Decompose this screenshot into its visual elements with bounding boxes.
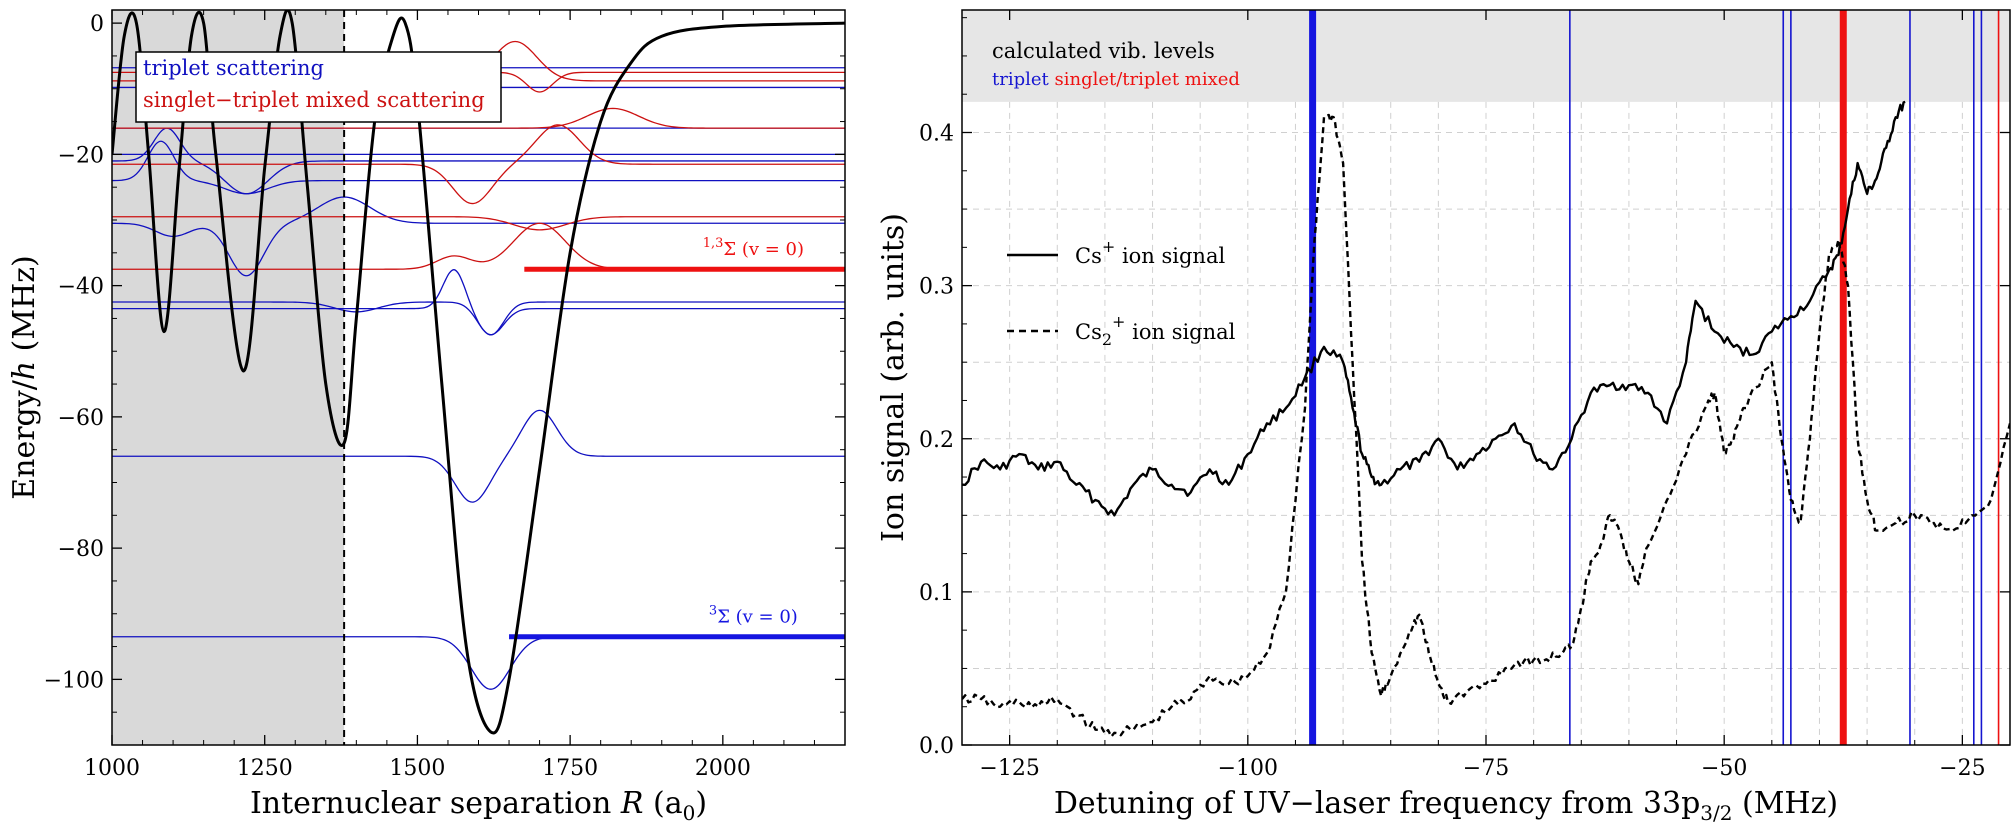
- legend-entry-text: Cs: [1075, 244, 1102, 268]
- wavefunction: [112, 301, 845, 336]
- wavefunction: [112, 196, 845, 277]
- legend-entry-sup: +: [1102, 237, 1115, 256]
- x-axis-label-sub: 3/2: [1700, 801, 1732, 825]
- x-axis-label-text: Detuning of UV−laser frequency from 33p: [1054, 786, 1700, 821]
- y-tick-label: 0: [90, 12, 104, 37]
- x-tick-label: −100: [1218, 756, 1278, 781]
- x-axis-label-unit-close: ): [695, 786, 707, 821]
- legend-entry-text: Cs: [1075, 320, 1102, 344]
- legend-box: [135, 51, 502, 123]
- left-plot: 1000 1250 1500 1750 2000 0 −20 −40 −60 −80 −100 Int…: [7, 9, 846, 825]
- right-plot-area: [962, 10, 2010, 745]
- y-axis-label-text: Energy/: [7, 379, 42, 499]
- wavefunction: [112, 107, 845, 129]
- y-axis-label-var: h: [7, 361, 42, 380]
- annotation-sup: 3: [709, 604, 717, 619]
- x-tick-label: 2000: [695, 756, 751, 781]
- y-tick-label: −40: [58, 275, 104, 300]
- annotation-main: Σ (v = 0): [717, 607, 798, 628]
- legend-entry-text: ion signal: [1115, 244, 1225, 268]
- legend-entry-sub: 2: [1102, 330, 1112, 349]
- legend-entry: triplet scattering: [143, 56, 324, 80]
- level-annotation: 3Σ (v = 0): [709, 604, 798, 628]
- y-axis-label-unit: (MHz): [7, 255, 42, 361]
- x-tick-label: −125: [979, 756, 1039, 781]
- y-tick-label: −100: [44, 668, 104, 693]
- x-tick-label: 1750: [542, 756, 598, 781]
- x-tick-label: −75: [1463, 756, 1509, 781]
- y-tick-label: 0.1: [919, 581, 954, 606]
- band-sub-label-part: triplet: [992, 69, 1050, 90]
- legend-entry-text: ion signal: [1125, 320, 1235, 344]
- y-tick-label: 0.2: [919, 428, 954, 453]
- shaded-region: [112, 10, 345, 745]
- legend-entry: Cs+ ion signal: [1075, 237, 1225, 268]
- band-sub-label-part: singlet/triplet mixed: [1049, 69, 1240, 90]
- band-sub-label: triplet singlet/triplet mixed: [992, 69, 1240, 90]
- x-tick-label: 1500: [389, 756, 445, 781]
- wavefunction: [112, 127, 845, 195]
- level-annotation: 1,3Σ (v = 0): [703, 236, 804, 260]
- band-label: calculated vib. levels: [992, 39, 1215, 63]
- x-tick-label: 1000: [84, 756, 140, 781]
- legend-entry: singlet−triplet mixed scattering: [143, 88, 485, 112]
- legend-entry-sup: +: [1112, 312, 1125, 331]
- wavefunction: [112, 140, 845, 195]
- x-axis-label: Internuclear separation R (a0): [250, 786, 707, 825]
- y-tick-label: −80: [58, 537, 104, 562]
- x-axis-label-unit: (a: [643, 786, 682, 821]
- series-line: [962, 113, 2010, 738]
- legend: triplet scattering singlet−triplet mixed …: [135, 51, 502, 123]
- y-tick-label: 0.0: [919, 734, 954, 759]
- y-tick-label: 0.4: [919, 122, 954, 147]
- series-line: [962, 100, 1906, 517]
- x-axis-label-unit: (MHz): [1732, 786, 1838, 821]
- x-axis-label: Detuning of UV−laser frequency from 33p3…: [1054, 786, 1838, 825]
- wavefunction: [112, 409, 845, 503]
- x-axis-label-text: Internuclear separation: [250, 786, 621, 821]
- x-axis-label-sub: 0: [683, 801, 696, 825]
- y-tick-label: 0.3: [919, 275, 954, 300]
- y-axis-label: Energy/h (MHz): [7, 255, 42, 500]
- y-tick-label: −20: [58, 143, 104, 168]
- wavefunction: [112, 124, 845, 205]
- right-plot: calculated vib. levels triplet singlet/tr…: [876, 9, 2011, 825]
- x-tick-label: 1250: [237, 756, 293, 781]
- y-axis-label: Ion signal (arb. units): [876, 213, 911, 542]
- y-tick-label: −60: [58, 406, 104, 431]
- x-tick-label: −25: [1939, 756, 1985, 781]
- wavefunction: [112, 216, 845, 231]
- x-axis-label-var: R: [620, 786, 644, 821]
- annotation-main: Σ (v = 0): [723, 239, 804, 260]
- potential-curve: [112, 10, 845, 735]
- x-tick-label: −50: [1701, 756, 1747, 781]
- calc-levels-band: [962, 10, 2010, 102]
- annotation-sup: 1,3: [703, 236, 724, 251]
- legend-entry: Cs2+ ion signal: [1075, 312, 1236, 349]
